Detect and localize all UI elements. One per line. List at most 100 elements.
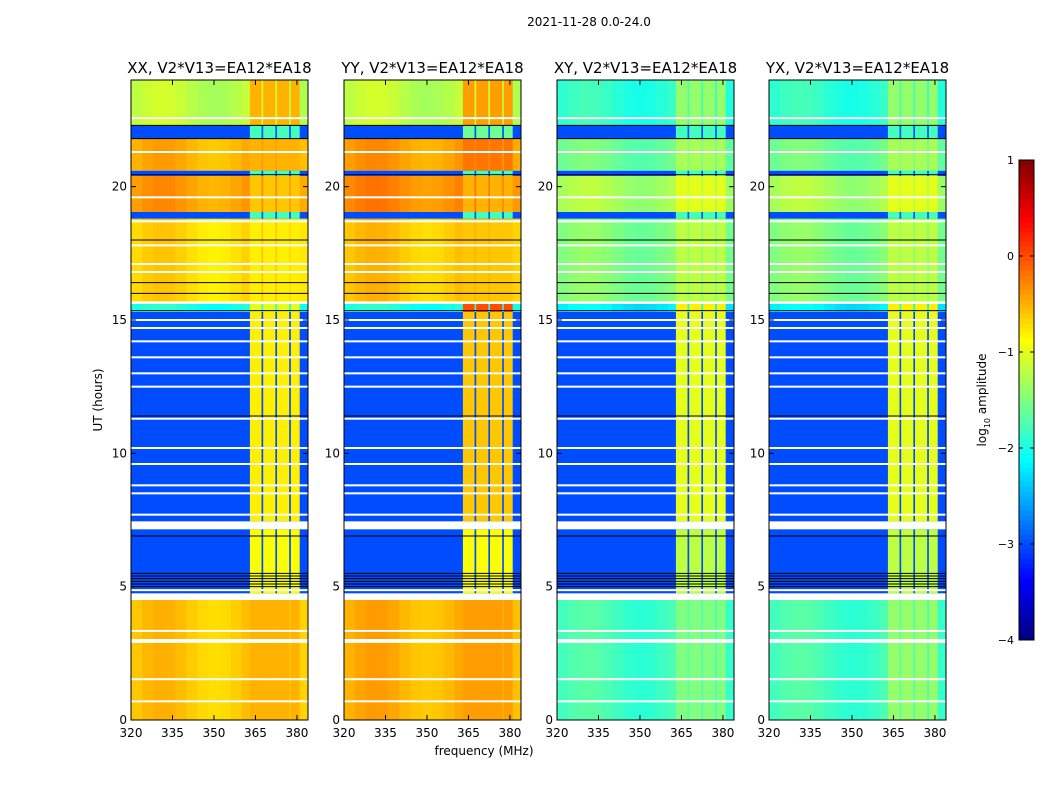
- heatmap-cell-highfreq: [887, 176, 900, 212]
- heatmap-cell-highfreq: [675, 212, 688, 219]
- heatmap-cell: [835, 304, 847, 312]
- heatmap-cell: [186, 529, 198, 594]
- flagged-row: [769, 301, 946, 304]
- heatmap-cell: [634, 80, 646, 126]
- flagged-row: [557, 271, 734, 273]
- flagged-row: [131, 417, 308, 420]
- heatmap-cell-highfreq: [290, 304, 300, 312]
- heatmap-cell: [645, 138, 658, 171]
- heatmap-cell: [557, 176, 569, 212]
- colorbar-segment: [1019, 433, 1034, 439]
- heatmap-cell: [813, 170, 825, 176]
- heatmap-cell: [377, 529, 389, 594]
- heatmap-cell: [868, 212, 881, 219]
- heatmap-cell: [296, 304, 309, 312]
- heatmap-cell: [355, 304, 367, 312]
- heatmap-cell: [197, 138, 209, 171]
- heatmap-cell-highfreq: [503, 304, 513, 312]
- heatmap-cell: [164, 125, 176, 139]
- colorbar-segment: [1019, 424, 1034, 430]
- x-tick-label: 365: [670, 726, 693, 740]
- colorbar-segment: [1019, 217, 1034, 223]
- heatmap-cell: [623, 218, 635, 302]
- heatmap-cell: [579, 218, 591, 302]
- heatmap-cell-highfreq: [689, 125, 702, 139]
- colorbar-segment: [1019, 491, 1034, 497]
- heatmap-cell: [667, 80, 680, 126]
- x-tick-label: 380: [711, 726, 734, 740]
- heatmap-cell: [344, 176, 356, 212]
- heatmap-cell: [219, 212, 232, 219]
- heatmap-cell: [509, 212, 522, 219]
- heatmap-cell: [846, 138, 858, 171]
- heatmap-cell: [601, 600, 613, 720]
- heatmap-cell: [443, 212, 456, 219]
- heatmap-cell: [601, 170, 613, 176]
- heatmap-cell: [791, 212, 803, 219]
- colorbar-segment: [1019, 428, 1034, 435]
- heatmap-cell: [399, 176, 411, 212]
- colorbar-tick-label: −3: [998, 538, 1014, 551]
- heatmap-cell: [579, 529, 591, 594]
- heatmap-cell: [175, 529, 187, 594]
- flagged-row: [344, 263, 521, 265]
- heatmap-cell: [634, 218, 646, 302]
- panel-frame: [130, 79, 309, 721]
- heatmap-cell: [175, 125, 187, 139]
- heatmap-cell: [344, 304, 356, 312]
- heatmap-cell: [153, 600, 165, 720]
- colorbar-tick-label: 0: [1007, 250, 1014, 263]
- heatmap-cell: [601, 176, 613, 212]
- flagged-row: [557, 595, 734, 597]
- heatmap-cell-highfreq: [277, 176, 290, 212]
- colorbar-segment: [1019, 462, 1034, 468]
- heatmap-cell-highfreq: [476, 304, 489, 312]
- y-tick-label: 15: [750, 313, 765, 327]
- heatmap-cell: [355, 138, 367, 171]
- heatmap-cell: [509, 176, 522, 212]
- heatmap-cell: [131, 170, 143, 176]
- heatmap-cell: [366, 125, 378, 139]
- heatmap-cell: [509, 218, 522, 302]
- heatmap-cell-highfreq: [249, 80, 262, 126]
- heatmap-cell-highfreq: [703, 176, 716, 212]
- flagged-row: [131, 463, 308, 465]
- heatmap-cell: [656, 304, 669, 312]
- flagged-row: [131, 484, 308, 487]
- heatmap-cell-highfreq: [703, 218, 716, 302]
- heatmap-cell: [568, 170, 580, 176]
- heatmap-cell-highfreq: [915, 312, 928, 522]
- heatmap-cell-highfreq: [915, 529, 928, 594]
- heatmap-cell-highfreq: [476, 218, 489, 302]
- heatmap-cell: [377, 600, 389, 720]
- flagged-row: [344, 597, 521, 600]
- heatmap-cell: [432, 312, 445, 522]
- heatmap-cell: [722, 529, 735, 594]
- heatmap-cell: [197, 529, 209, 594]
- heatmap-cell: [410, 80, 422, 126]
- flagged-row: [769, 220, 946, 223]
- heatmap-cell: [579, 176, 591, 212]
- panel-yy: YY, V2*V13=EA12*EA18 320 335 350 365 380 0 5 10 1…: [325, 59, 524, 740]
- x-tick-label: 350: [629, 726, 652, 740]
- heatmap-cell-highfreq: [928, 218, 938, 302]
- heatmap-cell: [667, 138, 680, 171]
- flagged-row: [557, 385, 734, 388]
- heatmap-cell-highfreq: [277, 170, 290, 176]
- heatmap-cell: [296, 218, 309, 302]
- heatmap-cell: [780, 600, 792, 720]
- heatmap-cell-highfreq: [290, 125, 300, 139]
- heatmap-cell: [454, 218, 467, 302]
- heatmap-cell: [601, 529, 613, 594]
- colorbar-segment: [1019, 568, 1034, 574]
- heatmap-cell: [656, 218, 669, 302]
- heatmap-cell-highfreq: [689, 218, 702, 302]
- heatmap-cell: [443, 304, 456, 312]
- flagged-row: [557, 678, 734, 681]
- flagged-row: [557, 244, 734, 247]
- heatmap-cell-highfreq: [901, 80, 914, 126]
- heatmap-cell-highfreq: [901, 170, 914, 176]
- colorbar-segment: [1019, 606, 1034, 612]
- heatmap-cell: [296, 176, 309, 212]
- flagged-row: [769, 639, 946, 641]
